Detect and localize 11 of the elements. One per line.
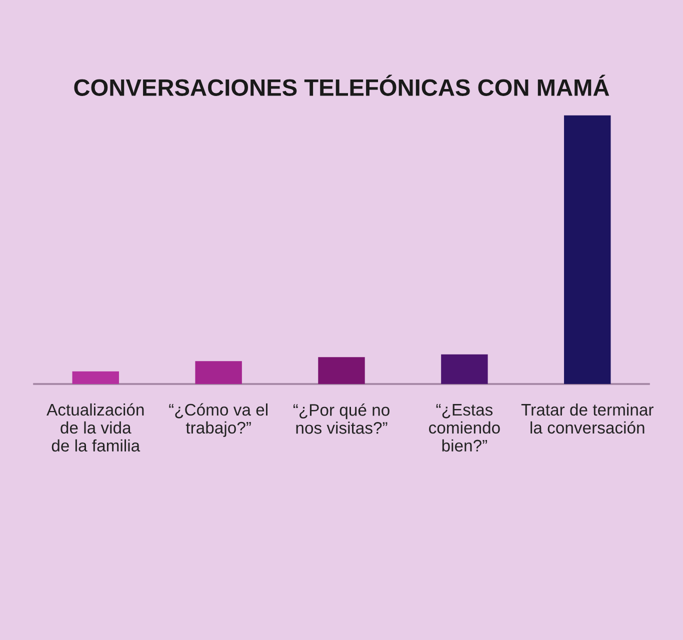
bar (441, 354, 488, 384)
x-tick-label: Tratar de terminar la conversación (521, 403, 654, 434)
x-tick-label: “¿Por qué no nos visitas?” (293, 403, 390, 434)
bar (72, 371, 119, 384)
x-tick-label: “¿Estas comiendo bien?” (429, 404, 500, 452)
bar (564, 115, 611, 384)
x-tick-label: “¿Cómo va el trabajo?” (169, 403, 268, 437)
bar (195, 361, 242, 384)
bar (318, 357, 365, 384)
chart-title: CONVERSACIONES TELEFÓNICAS CON MAMÁ (74, 74, 610, 96)
x-tick-label: Actualización de la vida de la familia (46, 403, 144, 452)
